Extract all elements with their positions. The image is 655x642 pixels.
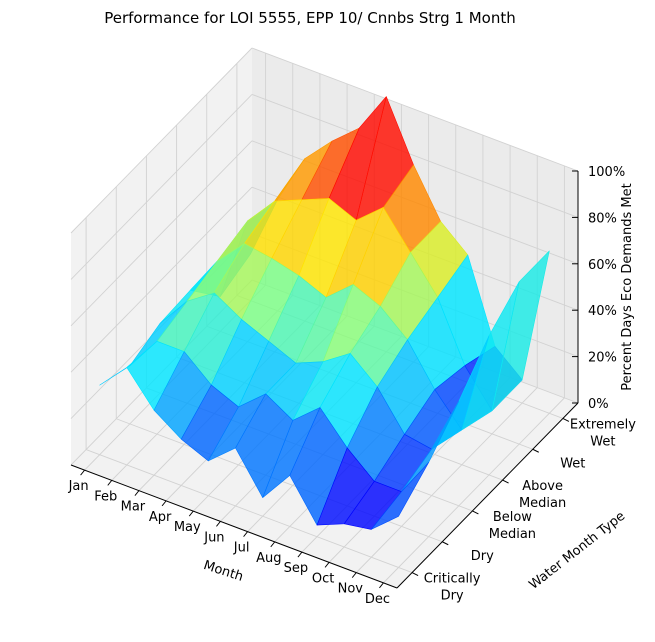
y-tick-line: Critically (424, 572, 481, 587)
x-tick-label: Sep (284, 561, 309, 576)
x-tick-label: Jan (68, 479, 89, 494)
y-tick (562, 417, 570, 422)
y-tick-line: Wet (560, 456, 585, 471)
z-tick-label: 20% (588, 351, 617, 366)
x-tick-label: Feb (94, 489, 117, 504)
gridline-z-left (70, 140, 253, 327)
y-tick-line: Dry (441, 589, 464, 604)
x-tick-label: Apr (149, 510, 172, 525)
y-tick (472, 510, 479, 515)
x-tick (188, 510, 194, 517)
x-tick (324, 562, 330, 568)
x-tick (351, 572, 357, 578)
y-tick-line: Wet (590, 434, 615, 449)
y-tick-line: Median (519, 496, 566, 511)
y-tick (532, 448, 539, 453)
x-tick (134, 490, 140, 496)
x-tick-label: Jun (203, 530, 224, 545)
y-tick-label: Extremely Wet (570, 417, 636, 449)
x-tick-label: Oct (312, 571, 334, 586)
gridline-x-floor (355, 387, 538, 573)
gridline-y-floor (85, 449, 413, 574)
y-tick-line: Median (489, 527, 536, 542)
z-axis-title: Percent Days Eco Demands Met (620, 183, 635, 390)
x-tick-label: May (174, 520, 201, 535)
x-tick (297, 551, 303, 558)
z-tick-label: 0% (588, 397, 609, 412)
z-tick-label: 60% (588, 258, 617, 273)
gridline-z-back (251, 47, 579, 172)
x-tick (379, 582, 384, 589)
x-tick-label: Mar (121, 500, 146, 515)
y-tick (411, 572, 419, 577)
y-tick-line: Extremely (570, 417, 636, 432)
gridline-z-back (251, 93, 579, 218)
x-axis-title: Month (202, 558, 245, 585)
z-tick-label: 80% (588, 211, 617, 226)
x-tick (107, 480, 113, 486)
gridline-z-left (70, 186, 253, 373)
y-axis-line (396, 402, 579, 589)
x-axis-line (70, 464, 398, 589)
y-tick-line: Dry (471, 549, 494, 564)
x-tick (80, 469, 85, 476)
gridline-z-left (70, 94, 253, 280)
x-tick (243, 531, 248, 537)
y-tick (502, 479, 509, 484)
y-axis-title: Water Month Type (527, 509, 629, 593)
z-tick-label: 100% (588, 165, 625, 180)
y-tick-label: Critically Dry (424, 572, 481, 604)
gridline-x-floor (383, 397, 565, 584)
chart-title: Performance for LOI 5555, EPP 10/ Cnnbs … (104, 9, 516, 27)
x-tick-label: Dec (365, 592, 390, 607)
y-tick-line: Above (522, 479, 563, 494)
x-tick (216, 521, 221, 527)
x-tick (270, 541, 276, 548)
x-tick-label: Jul (233, 541, 250, 556)
y-tick-label: Below Median (489, 510, 536, 542)
y-tick-label: Dry (471, 549, 494, 564)
surface-patch (370, 462, 430, 530)
y-tick-label: Wet (560, 456, 585, 471)
x-tick-label: Aug (256, 551, 281, 566)
surface (99, 96, 550, 530)
gridline-z-left (70, 47, 253, 234)
y-tick (442, 541, 449, 546)
x-tick (161, 500, 167, 507)
y-tick-line: Below (493, 510, 532, 525)
x-tick-label: Nov (338, 582, 364, 597)
y-tick-label: Above Median (519, 479, 566, 511)
z-tick-label: 40% (588, 304, 617, 319)
